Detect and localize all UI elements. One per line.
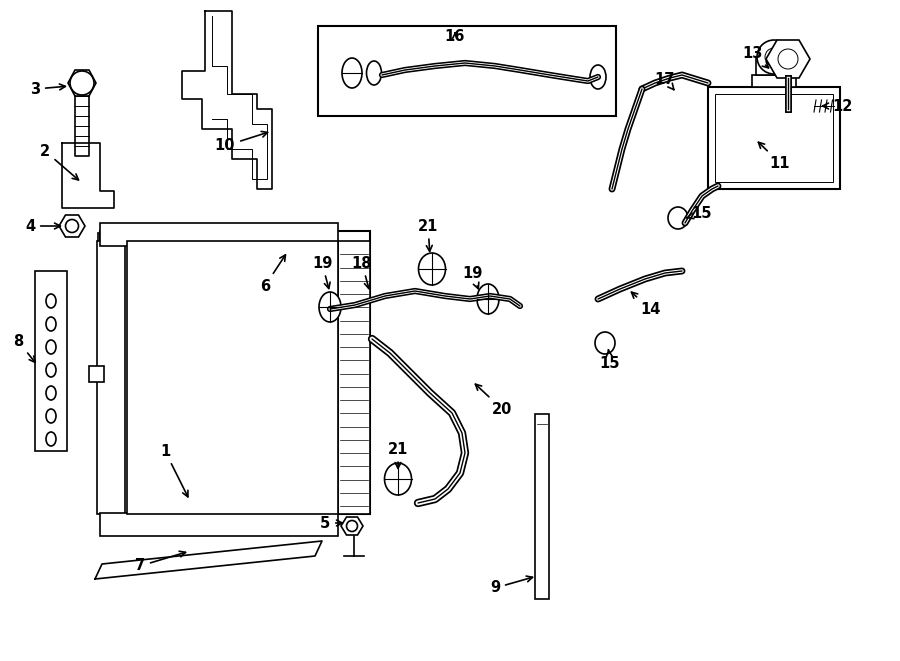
Polygon shape xyxy=(59,215,85,237)
Ellipse shape xyxy=(46,363,56,377)
Text: 14: 14 xyxy=(632,292,661,317)
Bar xyxy=(127,241,338,514)
Text: 5: 5 xyxy=(320,516,342,531)
Text: 1: 1 xyxy=(160,444,188,497)
Ellipse shape xyxy=(46,294,56,308)
Bar xyxy=(89,366,104,381)
Ellipse shape xyxy=(319,292,341,322)
Bar xyxy=(752,75,796,87)
Ellipse shape xyxy=(46,317,56,331)
Text: 4: 4 xyxy=(25,219,60,233)
Text: 19: 19 xyxy=(462,266,482,289)
Text: 9: 9 xyxy=(490,576,533,596)
Text: 19: 19 xyxy=(311,256,332,288)
Polygon shape xyxy=(341,517,363,535)
Ellipse shape xyxy=(384,463,411,495)
Text: 21: 21 xyxy=(388,442,409,469)
Ellipse shape xyxy=(46,386,56,400)
Text: 18: 18 xyxy=(352,256,373,288)
Ellipse shape xyxy=(46,340,56,354)
Polygon shape xyxy=(766,40,810,78)
Ellipse shape xyxy=(46,409,56,423)
Text: 21: 21 xyxy=(418,219,438,251)
Bar xyxy=(715,94,833,182)
Text: 6: 6 xyxy=(260,255,285,293)
Bar xyxy=(98,233,343,253)
Text: 11: 11 xyxy=(759,142,790,171)
Bar xyxy=(708,87,840,189)
Text: 8: 8 xyxy=(13,334,35,362)
Text: 15: 15 xyxy=(687,206,712,221)
Ellipse shape xyxy=(342,58,362,88)
Ellipse shape xyxy=(46,432,56,446)
Polygon shape xyxy=(182,11,272,189)
Ellipse shape xyxy=(418,253,446,285)
Ellipse shape xyxy=(668,207,688,229)
Text: 7: 7 xyxy=(135,551,185,574)
Ellipse shape xyxy=(595,332,615,354)
Ellipse shape xyxy=(590,65,606,89)
Bar xyxy=(318,26,616,116)
Ellipse shape xyxy=(477,284,499,314)
Bar xyxy=(100,513,338,536)
Text: 2: 2 xyxy=(40,143,78,180)
Text: 20: 20 xyxy=(475,384,512,416)
Bar xyxy=(35,271,67,451)
Ellipse shape xyxy=(70,71,94,95)
Bar xyxy=(97,241,125,514)
Ellipse shape xyxy=(366,61,382,85)
Text: 3: 3 xyxy=(30,81,66,97)
Polygon shape xyxy=(95,541,322,579)
Text: 12: 12 xyxy=(823,98,852,114)
Circle shape xyxy=(757,40,791,74)
Text: 16: 16 xyxy=(445,28,465,44)
Text: 13: 13 xyxy=(742,46,769,68)
Bar xyxy=(100,231,370,514)
Text: 10: 10 xyxy=(215,132,267,153)
Bar xyxy=(535,414,549,599)
Bar xyxy=(756,57,792,75)
Bar xyxy=(100,223,338,246)
Text: 15: 15 xyxy=(599,350,620,371)
Bar xyxy=(338,241,370,514)
Text: 17: 17 xyxy=(655,71,675,90)
Polygon shape xyxy=(62,143,114,208)
